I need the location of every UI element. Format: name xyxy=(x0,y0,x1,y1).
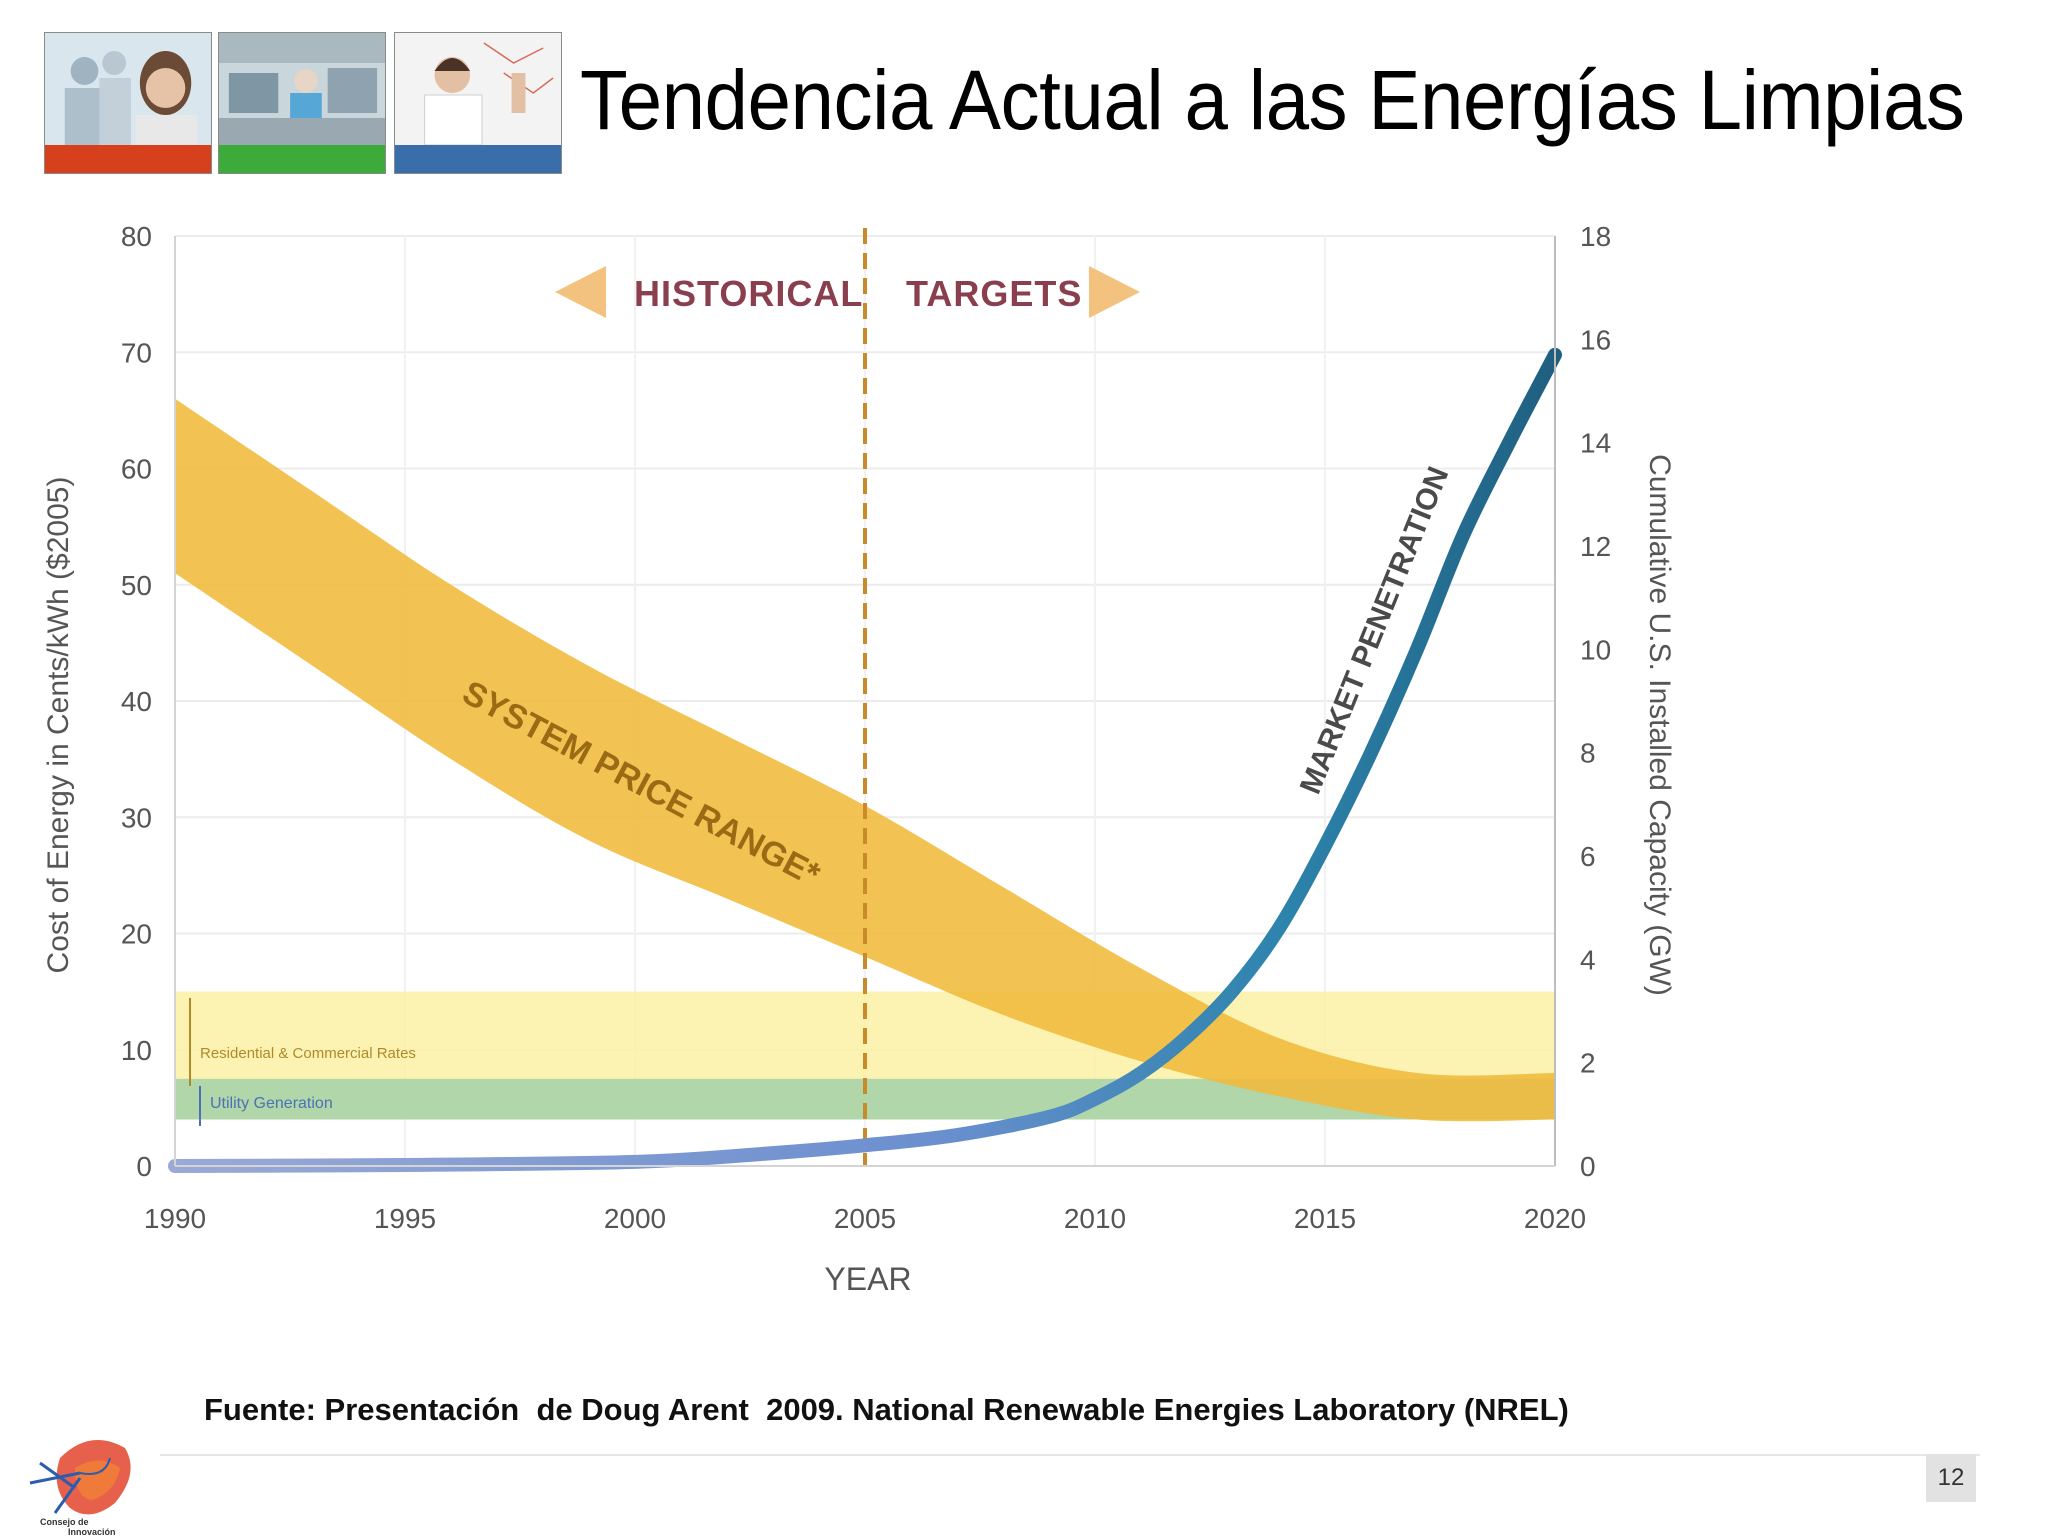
y-right-tick-label: 18 xyxy=(1580,221,1611,252)
x-tick-label: 1995 xyxy=(374,1203,436,1234)
x-tick-label: 2020 xyxy=(1524,1203,1586,1234)
targets-arrow-icon xyxy=(1089,266,1140,318)
y-left-tick-label: 80 xyxy=(121,221,152,252)
y-right-tick-label: 8 xyxy=(1580,738,1596,769)
x-tick-label: 2005 xyxy=(834,1203,896,1234)
x-tick-label: 2000 xyxy=(604,1203,666,1234)
consejo-logo xyxy=(29,1440,131,1515)
y-left-tick-label: 0 xyxy=(136,1151,152,1182)
y-left-tick-label: 20 xyxy=(121,919,152,950)
y-right-tick-label: 12 xyxy=(1580,531,1611,562)
y-axis-left-title: Cost of Energy in Cents/kWh ($2005) xyxy=(42,477,75,974)
utility-generation-label: Utility Generation xyxy=(210,1095,333,1112)
slide-title: Tendencia Actual a las Energías Limpias xyxy=(580,53,1965,147)
logo-text-line1: Consejo de xyxy=(40,1517,89,1527)
historical-arrow-icon xyxy=(555,266,606,318)
y-right-tick-label: 14 xyxy=(1580,428,1611,459)
photo-color-bar-blue xyxy=(395,145,561,173)
x-tick-label: 2015 xyxy=(1294,1203,1356,1234)
y-right-tick-label: 2 xyxy=(1580,1048,1596,1079)
axes xyxy=(174,236,1556,1167)
historical-label: HISTORICAL xyxy=(634,273,863,314)
y-right-tick-label: 4 xyxy=(1580,944,1596,975)
targets-label: TARGETS xyxy=(906,273,1082,314)
market-penetration-line xyxy=(168,347,1562,1173)
scientist-image xyxy=(395,33,561,145)
residential-commercial-rates-label: Residential & Commercial Rates xyxy=(200,1045,416,1062)
business-people-photo xyxy=(44,32,212,174)
factory-workers-image xyxy=(219,33,385,145)
photo-color-bar-red xyxy=(45,145,211,173)
y-left-tick-label: 30 xyxy=(121,802,152,833)
x-tick-label: 2010 xyxy=(1064,1203,1126,1234)
tick-labels: 1990 1995 2000 2005 2010 2015 2020010203040506… xyxy=(121,221,1611,1234)
y-left-tick-label: 60 xyxy=(121,454,152,485)
logo-text-line2: Innovación xyxy=(68,1527,116,1537)
factory-workers-photo xyxy=(218,32,386,174)
photo-color-bar-green xyxy=(219,145,385,173)
y-right-tick-label: 16 xyxy=(1580,324,1611,355)
x-tick-label: 1990 xyxy=(144,1203,206,1234)
footer-divider xyxy=(160,1454,1980,1456)
business-people-image xyxy=(45,33,211,145)
y-right-tick-label: 6 xyxy=(1580,841,1596,872)
y-right-tick-label: 0 xyxy=(1580,1151,1596,1182)
y-right-tick-label: 10 xyxy=(1580,634,1611,665)
source-caption: Fuente: Presentación de Doug Arent 2009.… xyxy=(204,1392,1569,1427)
y-axis-right-title: Cumulative U.S. Installed Capacity (GW) xyxy=(1643,454,1676,996)
y-left-tick-label: 10 xyxy=(121,1035,152,1066)
x-axis-title: YEAR xyxy=(824,1261,911,1297)
y-left-tick-label: 40 xyxy=(121,686,152,717)
scientist-photo xyxy=(394,32,562,174)
y-left-tick-label: 50 xyxy=(121,570,152,601)
y-left-tick-label: 70 xyxy=(121,337,152,368)
page-number: 12 xyxy=(1926,1454,1976,1502)
